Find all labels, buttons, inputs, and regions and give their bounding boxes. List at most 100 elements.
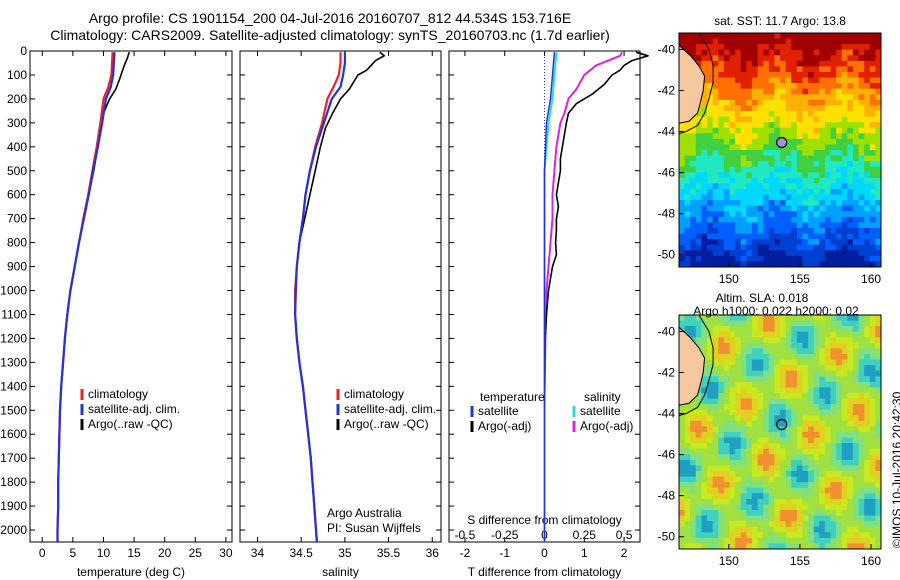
map-cell <box>841 432 848 439</box>
map-cell <box>785 127 792 134</box>
map-cell <box>869 155 876 162</box>
map-cell <box>780 387 787 394</box>
map-cell <box>684 476 691 483</box>
map-cell <box>791 205 798 212</box>
map-cell <box>695 504 702 511</box>
map-cell <box>679 315 686 322</box>
map-cell <box>780 409 787 416</box>
map-cell <box>864 476 871 483</box>
map-y-tick-label: -44 <box>658 407 676 421</box>
map-cell <box>780 498 787 506</box>
map-cell <box>723 155 731 162</box>
map-cell <box>695 44 702 51</box>
map-cell <box>869 250 876 257</box>
map-cell <box>729 55 736 62</box>
map-cell <box>813 515 820 522</box>
map-cell <box>746 381 753 389</box>
map-cell <box>735 315 742 322</box>
map-cell <box>723 420 731 428</box>
map-cell <box>768 60 775 68</box>
map-cell <box>830 370 837 377</box>
map-cell <box>695 222 702 229</box>
map-cell <box>740 60 747 68</box>
map-cell <box>712 354 719 361</box>
map-cell <box>723 320 731 327</box>
map-cell <box>729 211 736 218</box>
map-cell <box>830 537 837 545</box>
map-cell <box>869 487 876 494</box>
map-cell <box>875 465 881 472</box>
map-cell <box>819 66 826 73</box>
map-cell <box>802 200 809 207</box>
map-cell <box>847 387 854 394</box>
map-cell <box>808 437 815 444</box>
map-cell <box>740 432 747 439</box>
map-cell <box>774 415 781 422</box>
map-cell <box>852 255 860 263</box>
map-cell <box>841 487 848 494</box>
map-cell <box>791 437 798 444</box>
map-cell <box>718 77 725 84</box>
map-cell <box>852 498 860 506</box>
map-x-tick-label: 150 <box>719 272 739 286</box>
map-cell <box>690 543 697 549</box>
map-cell <box>875 222 881 229</box>
map-cell <box>852 49 860 56</box>
map-cell <box>864 83 871 90</box>
map-cell <box>701 326 708 333</box>
map-cell <box>875 133 881 140</box>
map-cell <box>718 526 725 533</box>
map-cell <box>712 116 719 123</box>
map-cell <box>836 331 843 338</box>
map-cell <box>847 359 854 366</box>
map-cell <box>813 150 820 157</box>
map-cell <box>785 205 792 212</box>
map-cell <box>701 315 708 322</box>
map-cell <box>869 354 876 361</box>
map-cell <box>684 38 691 45</box>
map-cell <box>796 38 803 45</box>
map-cell <box>763 77 770 84</box>
map-cell <box>796 342 803 350</box>
map-cell <box>796 228 803 235</box>
map-cell <box>808 387 815 394</box>
map-cell <box>780 354 787 361</box>
map-cell <box>869 476 876 483</box>
map-cell <box>751 370 759 377</box>
map-cell <box>729 138 736 146</box>
map-cell <box>723 342 731 350</box>
map-cell <box>802 60 809 68</box>
map-cell <box>751 537 759 545</box>
map-cell <box>763 194 770 201</box>
map-cell <box>751 44 759 51</box>
x-tick-label: 2 <box>621 546 628 560</box>
map-cell <box>684 183 691 190</box>
map-cell <box>695 432 702 439</box>
map-cell <box>785 315 792 322</box>
map-cell <box>847 211 854 218</box>
map-cell <box>785 261 792 267</box>
map-cell <box>774 111 781 118</box>
map-cell <box>751 437 759 444</box>
map-cell <box>740 376 747 383</box>
map-cell <box>869 99 876 107</box>
map-cell <box>723 476 731 483</box>
map-cell <box>735 443 742 450</box>
map-cell <box>774 105 781 112</box>
map-cell <box>757 454 764 461</box>
map-cell <box>796 370 803 377</box>
map-cell <box>852 127 860 134</box>
map-cell <box>718 38 725 45</box>
map-cell <box>785 177 792 185</box>
map-cell <box>684 211 691 218</box>
map-cell <box>796 194 803 201</box>
map-cell <box>757 510 764 517</box>
map-cell <box>796 244 803 251</box>
map-cell <box>718 354 725 361</box>
map-cell <box>791 261 798 267</box>
map-cell <box>852 393 860 400</box>
map-cell <box>701 376 708 383</box>
map-cell <box>746 515 753 522</box>
map-cell <box>746 315 753 322</box>
map-cell <box>768 261 775 267</box>
